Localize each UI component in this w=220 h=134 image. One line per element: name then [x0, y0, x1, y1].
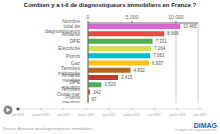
- svg-text:DPE: DPE: [70, 38, 81, 44]
- svg-text:242: 242: [93, 90, 101, 95]
- svg-text:Plomb: Plomb: [66, 53, 80, 59]
- svg-text:7,063: 7,063: [153, 53, 165, 58]
- svg-text:juin 2023: juin 2023: [193, 113, 207, 117]
- svg-text:10,465: 10,465: [183, 24, 197, 29]
- svg-text:7,164: 7,164: [154, 46, 166, 51]
- svg-text:Electricité: Electricité: [58, 45, 80, 51]
- svg-text:janvier 2023: janvier 2023: [168, 113, 186, 117]
- svg-text:6,937: 6,937: [152, 61, 164, 66]
- svg-text:janvier 2021: janvier 2021: [77, 113, 95, 117]
- svg-text:0: 0: [87, 14, 90, 20]
- svg-text:janvier 2020: janvier 2020: [32, 113, 50, 117]
- svg-text:10,000: 10,000: [168, 14, 184, 20]
- svg-text:juin 2019: juin 2019: [11, 113, 25, 117]
- svg-text:8,666: 8,666: [167, 31, 179, 36]
- svg-text:5,000: 5,000: [126, 14, 139, 20]
- svg-text:Termitesmétropole: Termitesmétropole: [58, 65, 81, 76]
- svg-text:juin 2021: juin 2021: [102, 113, 116, 117]
- svg-text:juin 2022: juin 2022: [147, 113, 161, 117]
- svg-text:janvier 2022: janvier 2022: [123, 113, 141, 117]
- svg-text:7,331: 7,331: [156, 39, 168, 44]
- svg-text:67: 67: [92, 97, 98, 102]
- svg-text:4,832: 4,832: [134, 68, 146, 73]
- svg-text:juin 2020: juin 2020: [56, 113, 70, 117]
- svg-text:3,415: 3,415: [121, 75, 133, 80]
- svg-text:Nombretotal dediagnostiqueurs: Nombretotal dediagnostiqueurs: [45, 18, 81, 34]
- svg-text:1,520: 1,520: [104, 82, 116, 87]
- svg-text:Gaz: Gaz: [71, 60, 81, 66]
